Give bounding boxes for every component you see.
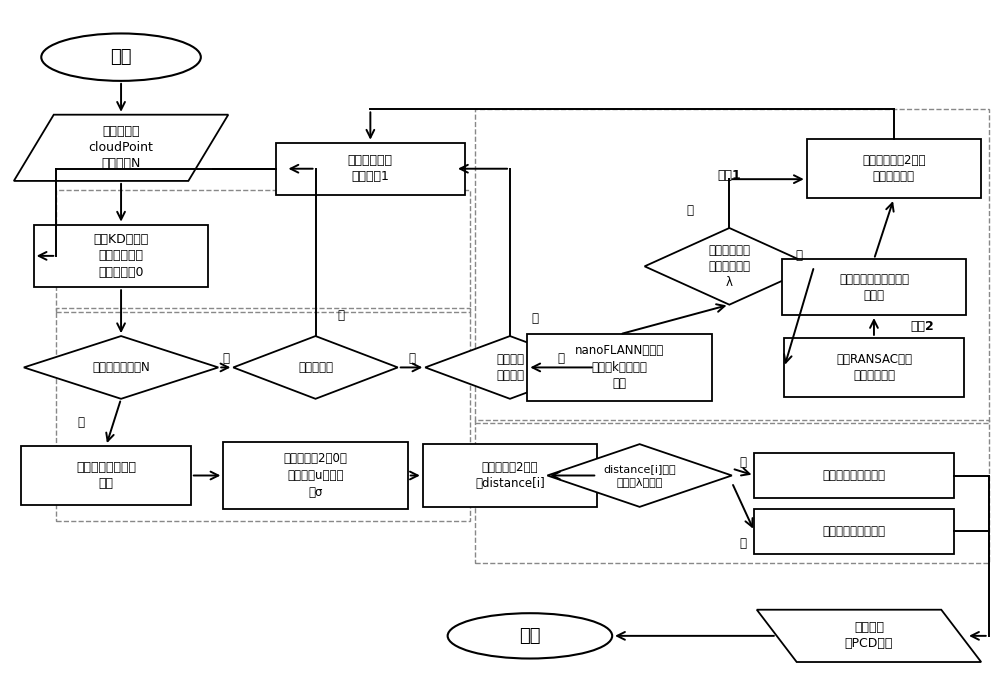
Ellipse shape xyxy=(448,613,612,659)
Text: 输出点云
至PCD文件: 输出点云 至PCD文件 xyxy=(845,622,893,650)
Text: 开始: 开始 xyxy=(110,48,132,66)
Text: 保存对应的点为内点: 保存对应的点为内点 xyxy=(823,525,886,538)
Text: 索引号是否等于N: 索引号是否等于N xyxy=(92,361,150,374)
Text: 保存对应的点为外点: 保存对应的点为外点 xyxy=(823,469,886,482)
Text: 遍历下一个点
索引号加1: 遍历下一个点 索引号加1 xyxy=(348,154,393,183)
Text: 计算哈希表2非0距
离的均值u和中误
差σ: 计算哈希表2非0距 离的均值u和中误 差σ xyxy=(284,452,347,498)
Text: 是: 是 xyxy=(78,416,85,429)
Text: 使用RANSAC算法
拟合平面参数: 使用RANSAC算法 拟合平面参数 xyxy=(836,353,912,382)
Polygon shape xyxy=(645,228,814,304)
FancyBboxPatch shape xyxy=(21,446,191,505)
Polygon shape xyxy=(425,336,595,399)
Text: 输入点云集
cloudPoint
点数记为N: 输入点云集 cloudPoint 点数记为N xyxy=(89,125,153,170)
Polygon shape xyxy=(547,444,732,507)
Text: 建立KD索引树
选择第一个点
索引号等于0: 建立KD索引树 选择第一个点 索引号等于0 xyxy=(93,233,149,279)
FancyBboxPatch shape xyxy=(784,338,964,397)
Polygon shape xyxy=(14,115,228,181)
Text: 结束: 结束 xyxy=(519,627,541,645)
FancyBboxPatch shape xyxy=(782,260,966,315)
Text: 否: 否 xyxy=(408,352,415,365)
Text: 搜索到的有效
点数是否小于
λ: 搜索到的有效 点数是否小于 λ xyxy=(708,244,750,289)
Text: 否: 否 xyxy=(740,456,747,470)
Text: 计算所有有效点到平面
的距离: 计算所有有效点到平面 的距离 xyxy=(839,272,909,302)
Polygon shape xyxy=(757,610,981,662)
Text: 规则2: 规则2 xyxy=(910,320,934,333)
FancyBboxPatch shape xyxy=(754,453,954,498)
Polygon shape xyxy=(233,336,398,399)
Text: 点是否无效: 点是否无效 xyxy=(298,361,333,374)
Ellipse shape xyxy=(41,34,201,81)
Text: 保存至哈希表2（索
引号，距离）: 保存至哈希表2（索 引号，距离） xyxy=(862,154,926,183)
Text: distance[i]是否
在阈值λ范围内: distance[i]是否 在阈值λ范围内 xyxy=(603,464,676,486)
Text: 规则1: 规则1 xyxy=(717,169,741,182)
FancyBboxPatch shape xyxy=(223,442,408,509)
Text: 遍历哈希表2中距
离distance[i]: 遍历哈希表2中距 离distance[i] xyxy=(475,461,545,490)
FancyBboxPatch shape xyxy=(527,335,712,400)
FancyBboxPatch shape xyxy=(276,143,465,195)
FancyBboxPatch shape xyxy=(423,444,597,507)
FancyBboxPatch shape xyxy=(754,509,954,554)
Text: 是: 是 xyxy=(531,312,538,325)
Text: 否: 否 xyxy=(222,352,229,365)
Text: 是: 是 xyxy=(740,538,747,550)
Text: nanoFLANN函数对
点进行k近邻半径
搜索: nanoFLANN函数对 点进行k近邻半径 搜索 xyxy=(575,344,664,391)
FancyBboxPatch shape xyxy=(34,225,208,287)
Text: 法矢量对拟合平面
预判: 法矢量对拟合平面 预判 xyxy=(76,461,136,490)
Polygon shape xyxy=(24,336,218,399)
Text: 点是否已
经被检索: 点是否已 经被检索 xyxy=(496,353,524,382)
FancyBboxPatch shape xyxy=(807,139,981,198)
Text: 否: 否 xyxy=(796,249,803,262)
Text: 否: 否 xyxy=(558,352,565,365)
Text: 是: 是 xyxy=(686,204,693,217)
Text: 是: 是 xyxy=(337,309,344,321)
